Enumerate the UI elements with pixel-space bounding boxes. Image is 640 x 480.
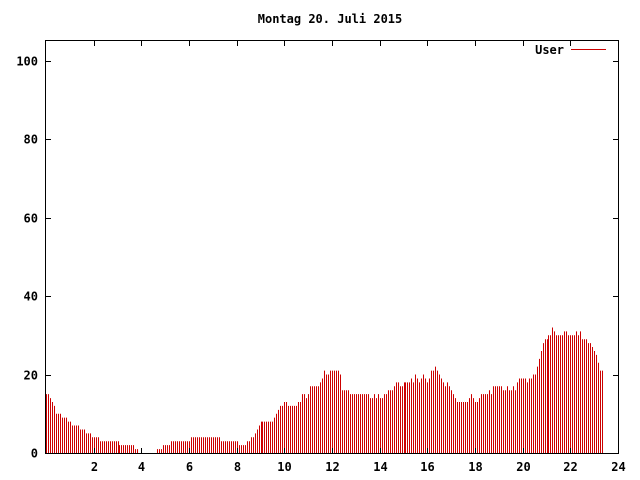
bar-series — [46, 327, 603, 453]
x-tick-label: 22 — [563, 460, 577, 474]
x-tick-label: 12 — [325, 460, 339, 474]
y-tick-label: 0 — [31, 447, 38, 461]
y-tick-label: 20 — [24, 369, 38, 383]
y-tick-label: 40 — [24, 290, 38, 304]
y-tick-label: 60 — [24, 212, 38, 226]
y-tick-label: 100 — [16, 55, 38, 69]
x-tick-label: 10 — [277, 460, 291, 474]
x-tick-label: 4 — [138, 460, 145, 474]
x-tick-label: 24 — [611, 460, 625, 474]
x-tick-label: 8 — [234, 460, 241, 474]
legend-label: User — [535, 43, 564, 57]
chart-title: Montag 20. Juli 2015 — [258, 12, 403, 26]
plot-frame — [45, 40, 619, 454]
x-tick-label: 18 — [468, 460, 482, 474]
x-tick-label: 6 — [186, 460, 193, 474]
x-tick-label: 16 — [420, 460, 434, 474]
x-tick-label: 14 — [373, 460, 387, 474]
legend: User — [535, 43, 606, 57]
x-tick-label: 20 — [516, 460, 530, 474]
y-tick-label: 80 — [24, 133, 38, 147]
x-tick-label: 2 — [91, 460, 98, 474]
